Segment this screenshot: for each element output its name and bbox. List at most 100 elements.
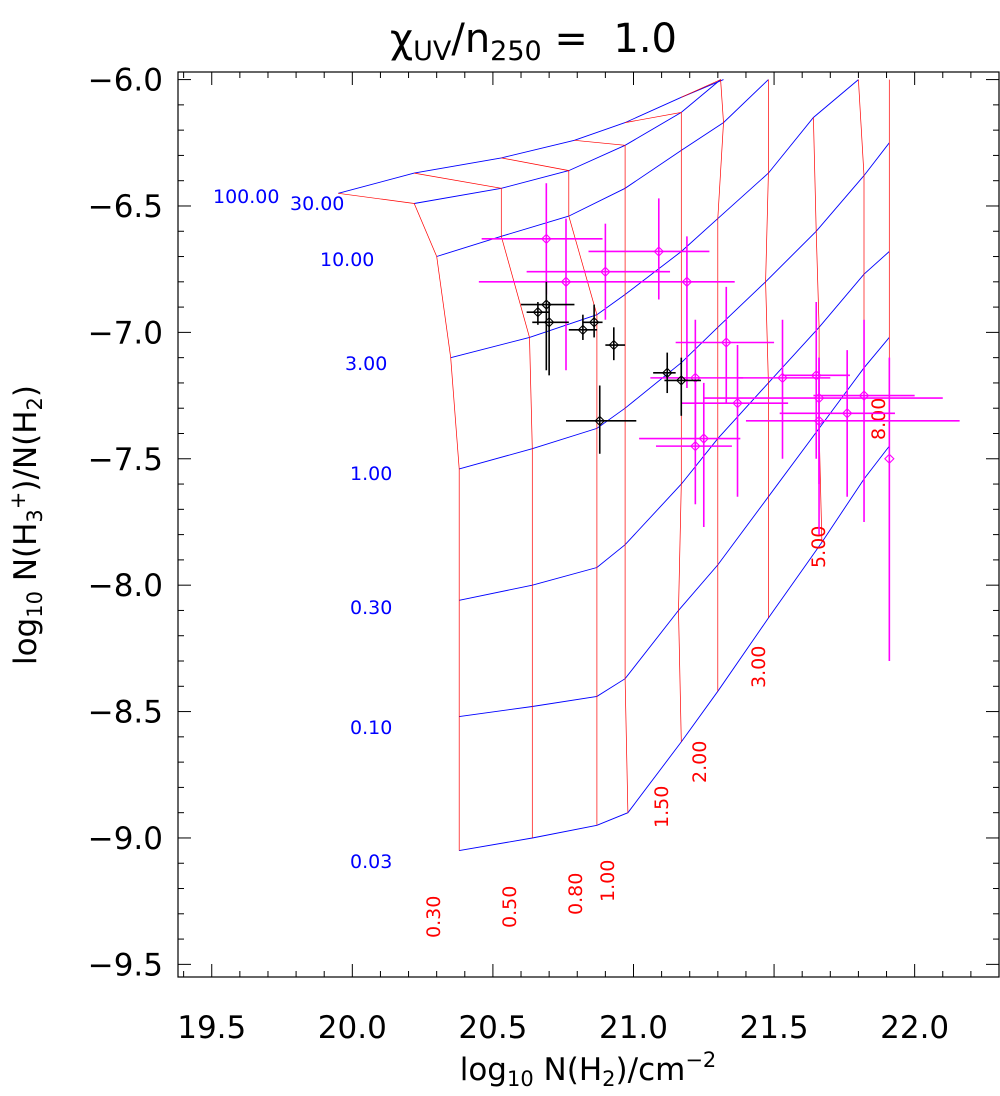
magenta-diamond-marker [653,246,665,257]
magenta-data-point [650,319,744,447]
black-diamond-marker [661,367,673,379]
x-tick-label: 19.5 [177,1010,246,1046]
blue-grid-curve-2 [436,79,769,257]
black-data-point [566,385,637,454]
red-grid-label: 3.00 [748,646,770,688]
red-grid-curve-5 [681,79,724,692]
blue-grid-curve-5 [459,251,890,601]
x-tick-label: 21.5 [740,1010,809,1046]
magenta-data-point [782,302,850,459]
red-grid-curve-2 [501,157,598,826]
red-grid-label: 0.80 [565,873,587,915]
magenta-diamond-marker [858,390,870,401]
magenta-diamond-marker [560,276,572,288]
y-tick-label: −9.0 [88,821,163,857]
black-diamond-marker [588,316,600,328]
black-diamond-marker [577,324,589,336]
blue-grid-label: 10.00 [320,249,374,271]
magenta-data-point [675,286,775,404]
blue-grid-label: 100.00 [213,186,279,208]
x-tick-label: 22.0 [880,1010,949,1046]
magenta-diamond-marker [813,415,825,427]
red-grid-curve-3 [574,139,629,813]
x-tick-label: 20.5 [458,1010,527,1046]
black-diamond-marker [594,415,606,427]
black-diamond-marker [608,339,620,351]
red-grid-curve-4 [625,111,682,742]
black-data-point [526,302,550,325]
magenta-data-point [588,198,710,300]
x-tick-label: 21.0 [599,1010,668,1046]
data-points [478,183,960,662]
red-grid-label: 0.30 [423,896,445,938]
magenta-diamond-marker [541,233,552,245]
red-grid-curve-6 [765,79,769,618]
black-data-point [582,304,603,338]
blue-grid-label: 0.30 [350,597,392,619]
red-grid-label: 1.00 [597,860,619,902]
red-grid-label: 1.50 [651,786,673,828]
magenta-data-point [884,357,895,662]
magenta-data-point [681,345,789,497]
blue-grid-curve-4 [459,142,890,470]
red-grid-curve-1 [414,172,533,838]
black-diamond-marker [543,316,555,328]
model-grid-labels: 100.00 30.00 10.00 3.00 1.00 0.30 0.10 0.03 0.30… [213,186,890,938]
y-tick-label: −6.5 [88,189,163,225]
magenta-data-point [639,382,741,528]
y-tick-label: −8.5 [88,695,163,731]
blue-grid-label: 30.00 [290,193,344,215]
red-grid-label: 2.00 [689,741,711,783]
y-tick-label: −7.5 [88,442,163,478]
red-grid-label: 0.50 [499,886,521,928]
magenta-diamond-marker [777,372,788,384]
x-tick-label: 20.0 [318,1010,387,1046]
black-data-point [664,357,701,416]
black-data-point [532,302,569,376]
tick-labels: 19.5 20.0 20.5 21.0 21.5 22.0 −6.0 −6.5 −7.0 −7.5… [88,63,949,1046]
magenta-diamond-marker [600,266,611,277]
black-data-point [653,352,676,394]
blue-grid-curve-1 [414,79,721,204]
red-grid-curve-0 [338,192,460,851]
magenta-diamond-marker [841,407,853,419]
magenta-diamond-marker [884,453,895,465]
magenta-data-point [627,236,735,388]
blue-grid-curve-3 [450,79,859,359]
x-axis-label: log10 N(H2)/cm−2 [460,1048,717,1091]
y-tick-label: −7.0 [88,315,163,351]
magenta-diamond-marker [690,372,701,384]
magenta-diamond-marker [698,433,710,444]
black-data-point [568,314,597,340]
black-diamond-marker [532,306,544,318]
y-tick-label: −6.0 [88,63,163,99]
y-tick-label: −8.0 [88,568,163,604]
magenta-data-point [779,350,895,497]
red-grid-curve-7 [813,117,823,543]
axis-ticks [178,72,1000,977]
black-data-point [605,327,626,361]
magenta-data-point [745,357,960,535]
blue-grid-label: 3.00 [345,353,387,375]
blue-grid-curve-0 [338,79,724,194]
red-grid-label: 5.00 [808,526,830,568]
model-grid [338,79,890,852]
magenta-diamond-marker [690,440,701,452]
y-tick-label: −9.5 [88,947,163,983]
magenta-data-point [478,218,628,371]
magenta-data-point [526,223,671,320]
blue-grid-label: 1.00 [350,463,392,485]
blue-grid-curve-7 [459,445,890,852]
magenta-diamond-marker [720,337,732,348]
plot-frame [177,71,1000,978]
magenta-data-point [655,382,732,505]
magenta-diamond-marker [681,276,693,288]
y-axis-label: log10 N(H3+)/N(H2) [6,385,47,665]
blue-grid-label: 0.03 [350,851,392,873]
black-diamond-marker [676,375,687,386]
chart-title: χUV/n250 = 1.0 [390,16,677,67]
magenta-diamond-marker [732,397,743,409]
red-grid-label: 8.00 [868,398,890,440]
